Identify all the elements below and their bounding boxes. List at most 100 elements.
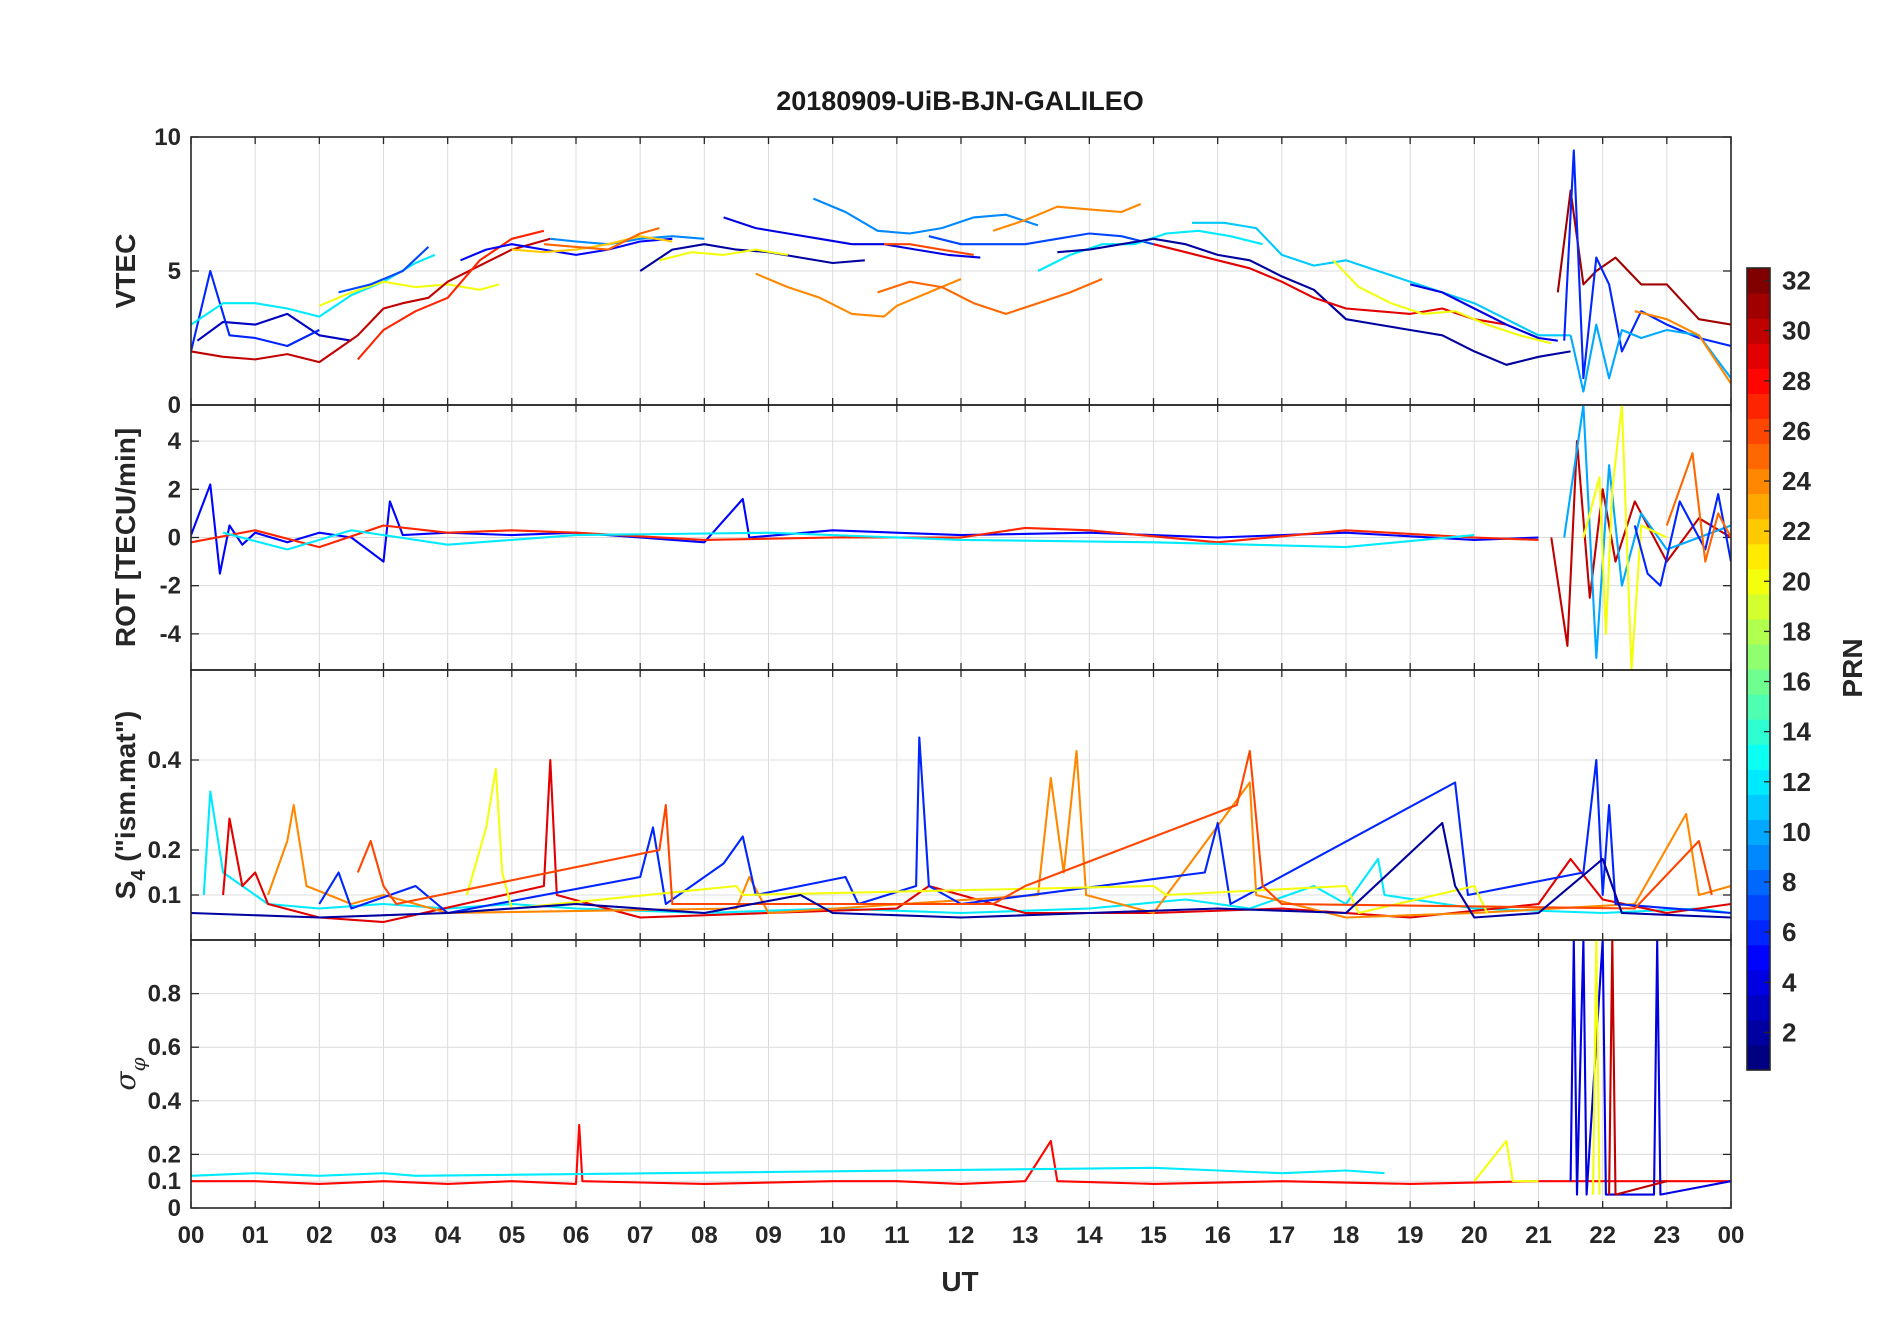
- series-prn-6: [1633, 493, 1731, 587]
- colorbar-band: [1747, 643, 1770, 670]
- x-tick-label: 22: [1589, 1222, 1616, 1249]
- panel-3: 0.10.20.4S4 ("ism.mat"): [110, 669, 1732, 941]
- colorbar-band: [1747, 744, 1770, 770]
- y-tick-label: 0.6: [148, 1034, 181, 1061]
- colorbar-band: [1747, 1044, 1770, 1071]
- y-tick-label: 10: [154, 124, 181, 151]
- series-prn-26: [884, 243, 974, 256]
- colorbar-tick-label: 12: [1782, 767, 1811, 797]
- colorbar-band: [1747, 969, 1770, 996]
- colorbar-band: [1747, 543, 1770, 570]
- series-prn-27: [191, 524, 1539, 549]
- y-tick-label: -2: [160, 573, 181, 600]
- colorbar-tick-label: 30: [1782, 316, 1811, 346]
- panel-1: 0 5 10 VTEC: [110, 124, 1732, 419]
- x-tick-label: 05: [498, 1222, 525, 1249]
- colorbar-band: [1747, 844, 1770, 871]
- colorbar-band: [1747, 618, 1770, 645]
- colorbar-band: [1747, 869, 1770, 896]
- colorbar-band: [1747, 368, 1770, 394]
- series-prn-2: [1057, 237, 1571, 366]
- y-label-subscript: φ: [126, 1057, 150, 1071]
- series-prn-9: [812, 197, 1039, 235]
- colorbar-tick-label: 20: [1782, 566, 1811, 596]
- colorbar-band: [1747, 318, 1770, 344]
- x-tick-label: 19: [1397, 1222, 1424, 1249]
- colorbar-tick-label: 2: [1782, 1017, 1796, 1047]
- series-prn-7: [928, 232, 1154, 246]
- colorbar-tick-label: 10: [1782, 817, 1811, 847]
- panel-4: 00.10.2 0.4 0.6 0.8 σφ 00 01 02 03 04 05 06 07 08 09 10…: [109, 939, 1745, 1249]
- y-tick-label: 0.2: [148, 1141, 181, 1168]
- colorbar-tick-label: 22: [1782, 516, 1811, 546]
- colorbar-band: [1747, 493, 1770, 520]
- x-tick-label: 08: [691, 1222, 718, 1249]
- colorbar-band: [1747, 1019, 1770, 1046]
- series-prn-25: [877, 278, 1103, 315]
- chart-title: 20180909-UiB-BJN-GALILEO: [776, 86, 1144, 116]
- x-tick-label: 13: [1012, 1222, 1039, 1249]
- series-prn-25: [543, 227, 660, 251]
- colorbar-tick-label: 16: [1782, 667, 1811, 697]
- series-prn-2: [191, 821, 1731, 919]
- series-prn-5: [460, 237, 673, 262]
- colorbar-band: [1747, 393, 1770, 419]
- y-label-main: σ: [109, 1071, 142, 1091]
- series-prn-31: [1556, 189, 1731, 326]
- colorbar-band: [1747, 819, 1770, 846]
- y-tick-label: 5: [168, 258, 181, 285]
- series-prn-24: [267, 749, 1731, 919]
- x-tick-label: 16: [1204, 1222, 1231, 1249]
- y-label-rest: ("ism.mat"): [110, 711, 141, 870]
- y-label-main: S: [110, 881, 141, 900]
- y-tick-label: 0.2: [148, 837, 181, 864]
- series-prn-26: [356, 749, 1713, 910]
- x-tick-label: 06: [563, 1222, 590, 1249]
- series-prn-12: [191, 1166, 1385, 1177]
- colorbar-band: [1747, 568, 1770, 595]
- series-prn-12: [222, 529, 1475, 551]
- colorbar-band: [1747, 794, 1770, 820]
- colorbar-tick-label: 14: [1782, 717, 1811, 747]
- y-axis-label: σφ: [109, 1057, 150, 1090]
- x-tick-label: 10: [819, 1222, 846, 1249]
- series-prn-24: [1634, 310, 1731, 385]
- y-tick-label: 0.4: [148, 747, 182, 774]
- series-prn-28: [191, 1123, 1731, 1185]
- x-tick-label: 20: [1461, 1222, 1488, 1249]
- series-prn-30: [191, 237, 551, 364]
- colorbar-band: [1747, 293, 1770, 319]
- colorbar-band: [1747, 944, 1770, 971]
- x-tick-label: 02: [306, 1222, 333, 1249]
- colorbar-band: [1747, 719, 1770, 745]
- traces: [191, 149, 1731, 393]
- series-prn-24: [992, 203, 1142, 232]
- y-axis-label: S4 ("ism.mat"): [110, 711, 150, 900]
- series-prn-4: [723, 216, 981, 259]
- y-label-subscript: 4: [128, 869, 150, 881]
- y-tick-label: 0.1: [148, 882, 181, 909]
- colorbar-band: [1747, 769, 1770, 795]
- series-prn-20: [659, 248, 788, 262]
- series-prn-11: [1192, 221, 1571, 337]
- x-tick-label: 18: [1333, 1222, 1360, 1249]
- series-prn-10: [1563, 405, 1731, 660]
- colorbar-tick-label: 18: [1782, 616, 1811, 646]
- y-tick-label: 0.8: [148, 981, 181, 1008]
- axes-frame: [190, 939, 1732, 1209]
- x-tick-label: 09: [755, 1222, 782, 1249]
- colorbar-tick-label: 26: [1782, 416, 1811, 446]
- colorbar-band: [1747, 894, 1770, 921]
- y-tick-label: 0: [168, 1195, 181, 1222]
- x-tick-label: 00: [1718, 1222, 1745, 1249]
- series-prn-10: [1569, 323, 1731, 393]
- series-prn-29: [1153, 243, 1507, 326]
- colorbar-band: [1747, 669, 1770, 695]
- series-prn-3: [196, 312, 352, 342]
- y-tick-label: 2: [168, 476, 181, 503]
- x-tick-label: 21: [1525, 1222, 1552, 1249]
